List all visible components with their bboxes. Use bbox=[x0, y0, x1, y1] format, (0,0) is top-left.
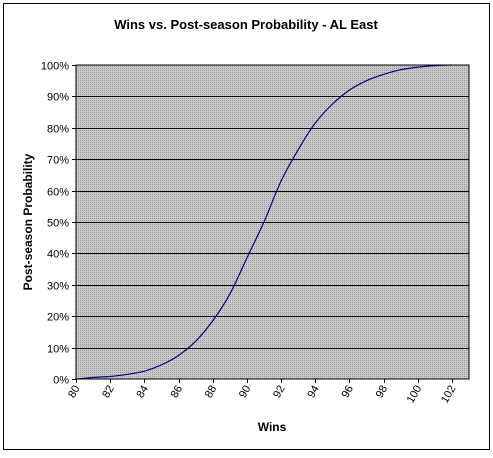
x-axis-ticks: 80 82 84 86 88 90 92 94 96 98 100 102 bbox=[66, 379, 459, 405]
y-tick-label: 10% bbox=[47, 344, 69, 356]
x-tick-label: 80 bbox=[66, 384, 83, 401]
x-tick-label: 98 bbox=[374, 384, 391, 401]
y-tick-label: 0% bbox=[53, 375, 69, 387]
chart-title: Wins vs. Post-season Probability - AL Ea… bbox=[114, 17, 378, 32]
x-tick-label: 96 bbox=[339, 384, 356, 401]
y-tick-label: 20% bbox=[47, 312, 69, 324]
x-tick-label: 84 bbox=[134, 384, 151, 401]
y-axis-ticks: 0% 10% 20% 30% 40% 50% 60% 70% 80% 90% 100% bbox=[41, 61, 76, 387]
x-tick-label: 92 bbox=[271, 384, 288, 401]
y-tick-label: 30% bbox=[47, 281, 69, 293]
y-tick-label: 60% bbox=[47, 187, 69, 199]
x-tick-label: 86 bbox=[169, 384, 186, 401]
plot-frame bbox=[75, 64, 470, 380]
x-tick-label: 82 bbox=[100, 384, 117, 401]
y-axis-label: Post-season Probability bbox=[21, 153, 35, 290]
y-tick-label: 80% bbox=[47, 124, 69, 136]
gridlines bbox=[76, 96, 469, 349]
x-tick-label: 94 bbox=[305, 384, 322, 401]
y-tick-label: 50% bbox=[47, 218, 69, 230]
series-line bbox=[75, 64, 452, 380]
y-tick-label: 100% bbox=[41, 61, 69, 73]
x-tick-label: 90 bbox=[237, 384, 254, 401]
y-tick-label: 70% bbox=[47, 155, 69, 167]
x-tick-label: 88 bbox=[203, 384, 220, 401]
y-tick-label: 40% bbox=[47, 249, 69, 261]
y-tick-label: 90% bbox=[47, 92, 69, 104]
x-axis-label: Wins bbox=[258, 420, 287, 434]
